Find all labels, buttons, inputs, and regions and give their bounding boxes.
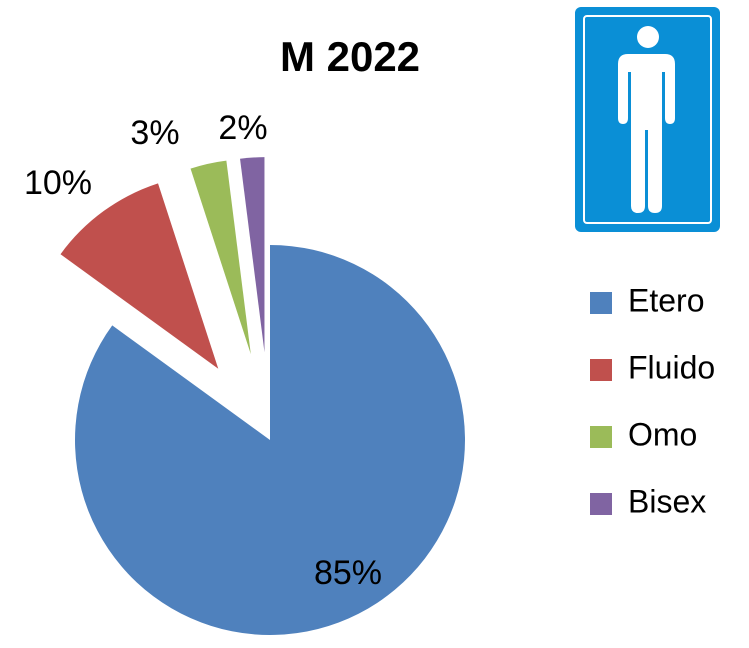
pie-slice bbox=[60, 183, 219, 369]
legend-label: Fluido bbox=[628, 349, 715, 385]
legend-swatch bbox=[590, 426, 612, 448]
male-icon bbox=[575, 7, 720, 232]
legend-swatch bbox=[590, 359, 612, 381]
data-label: 2% bbox=[218, 109, 267, 147]
chart-title: M 2022 bbox=[280, 33, 420, 80]
legend-label: Etero bbox=[628, 282, 704, 318]
legend-label: Omo bbox=[628, 416, 697, 452]
data-label: 3% bbox=[130, 114, 179, 152]
data-label: 10% bbox=[24, 164, 92, 202]
pie-slice bbox=[240, 157, 265, 353]
data-label: 85% bbox=[314, 554, 382, 592]
pie-slice bbox=[74, 245, 466, 635]
legend-swatch bbox=[590, 493, 612, 515]
pie-slice bbox=[190, 160, 251, 355]
legend-label: Bisex bbox=[628, 483, 706, 519]
legend-swatch bbox=[590, 292, 612, 314]
